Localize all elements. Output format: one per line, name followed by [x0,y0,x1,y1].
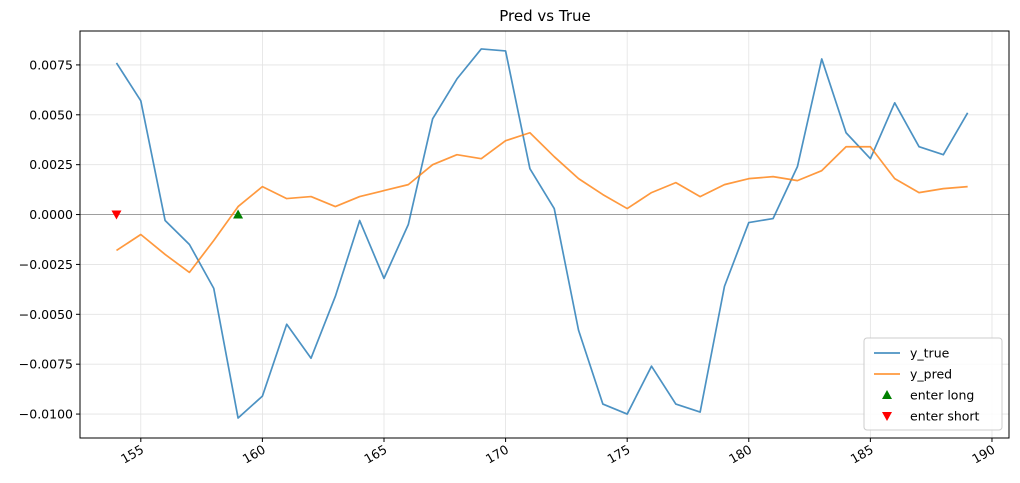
y-tick-label: 0.0050 [29,107,73,122]
x-tick-label: 170 [483,442,511,467]
x-tick-label: 180 [726,442,754,467]
y-tick-label: −0.0075 [19,357,73,372]
marker-enter-long [233,209,244,219]
legend-label: enter long [910,388,974,403]
legend-label: enter short [910,409,980,424]
y-tick-label: 0.0075 [29,57,73,72]
plot-frame [79,30,1010,439]
y-tick-label: −0.0050 [19,307,73,322]
y-tick-label: −0.0025 [19,257,73,272]
x-tick-label: 175 [605,442,633,467]
y-tick-label: 0.0000 [29,207,73,222]
x-tick-label: 190 [969,442,997,467]
legend-box [863,337,1003,431]
legend-swatch-marker [882,412,892,421]
x-tick-label: 165 [361,442,389,467]
marker-enter-short [111,210,122,220]
x-tick-label: 185 [848,442,876,467]
legend-label: y_pred [910,367,952,382]
y-tick-label: −0.0100 [19,407,73,422]
y-tick-label: 0.0025 [29,157,73,172]
marker-layer [111,209,244,220]
x-tick-label: 160 [240,442,268,467]
series-line-y-true [115,48,969,419]
series-layer [115,48,969,419]
chart-title: Pred vs True [499,7,590,25]
axis-layer: −0.0100 −0.0075 −0.0050 −0.0025 0.0000 0.0025… [19,57,998,466]
legend-label: y_true [910,346,950,361]
legend-swatch-marker [882,390,892,399]
x-tick-label: 155 [118,442,146,467]
series-line-y-pred [116,131,968,274]
